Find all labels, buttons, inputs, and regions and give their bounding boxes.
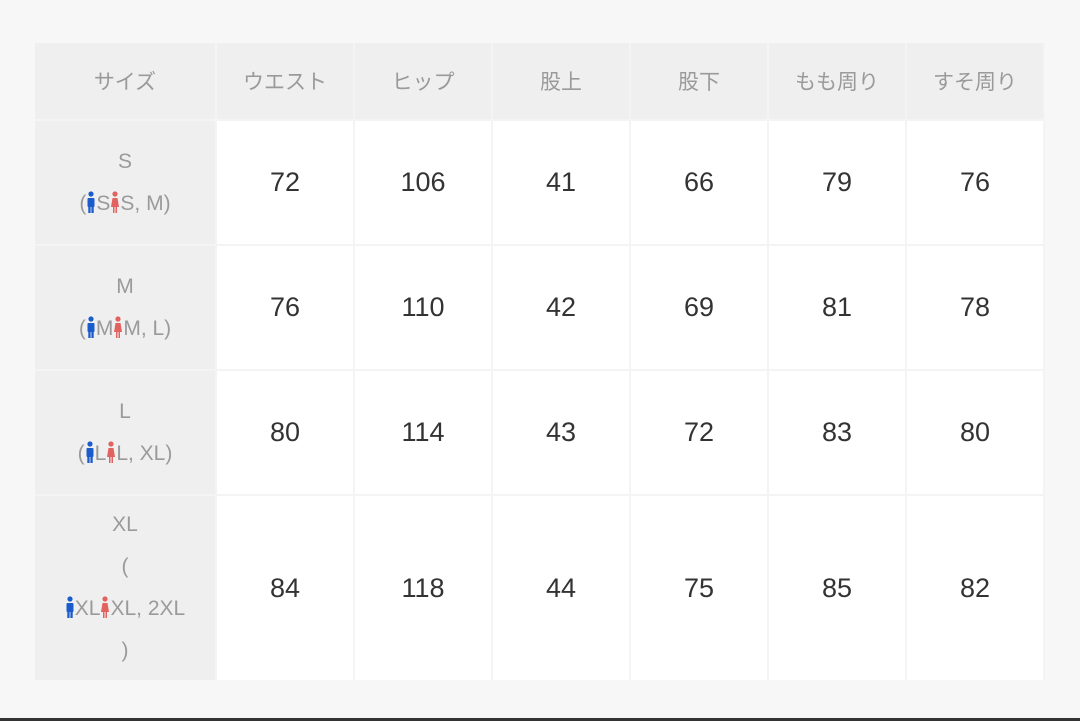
header-cell: サイズ xyxy=(35,43,215,119)
value-cell: 72 xyxy=(631,371,767,494)
men-size: XL xyxy=(74,597,101,620)
man-icon xyxy=(66,596,74,618)
paren-close: ) xyxy=(121,639,129,662)
women-size: S, M xyxy=(120,191,164,215)
size-label: XL xyxy=(112,513,138,536)
women-size: L, XL xyxy=(116,441,166,465)
men-size: L xyxy=(94,441,107,465)
header-cell: ヒップ xyxy=(355,43,491,119)
paren-close: ) xyxy=(164,316,172,340)
size-equivalents: ( L L, XL) xyxy=(77,433,173,475)
woman-icon xyxy=(111,190,120,213)
paren-close: ) xyxy=(163,191,171,215)
women-size: M, L xyxy=(123,316,165,340)
men-size: S xyxy=(96,191,111,215)
value-cell: 106 xyxy=(355,121,491,244)
size-equivalents: XL XL, 2XL xyxy=(65,588,185,630)
value-cell: 118 xyxy=(355,496,491,680)
woman-icon xyxy=(114,315,123,338)
size-cell: S ( S S, M) xyxy=(35,121,215,244)
value-cell: 72 xyxy=(217,121,353,244)
header-cell: 股下 xyxy=(631,43,767,119)
header-cell: ウエスト xyxy=(217,43,353,119)
value-cell: 81 xyxy=(769,246,905,369)
women-size: XL, 2XL xyxy=(110,597,186,620)
header-cell: もも周り xyxy=(769,43,905,119)
value-cell: 80 xyxy=(217,371,353,494)
value-cell: 75 xyxy=(631,496,767,680)
value-cell: 43 xyxy=(493,371,629,494)
value-cell: 76 xyxy=(907,121,1043,244)
man-icon xyxy=(87,190,95,213)
size-equivalents: ( S S, M) xyxy=(79,183,171,225)
value-cell: 83 xyxy=(769,371,905,494)
value-cell: 41 xyxy=(493,121,629,244)
value-cell: 84 xyxy=(217,496,353,680)
paren-open: ( xyxy=(79,191,87,215)
value-cell: 69 xyxy=(631,246,767,369)
paren-close: ) xyxy=(165,441,173,465)
woman-icon xyxy=(107,440,116,463)
size-cell: XL ( XL XL, 2XL) xyxy=(35,496,215,680)
size-label: M xyxy=(116,274,134,298)
paren-open: ( xyxy=(121,555,129,578)
size-cell: M ( M M, L) xyxy=(35,246,215,369)
bottom-bar xyxy=(0,718,1080,721)
size-label: L xyxy=(119,399,131,423)
value-cell: 76 xyxy=(217,246,353,369)
man-icon xyxy=(87,315,95,338)
header-cell: すそ周り xyxy=(907,43,1043,119)
men-size: M xyxy=(95,316,114,340)
value-cell: 78 xyxy=(907,246,1043,369)
size-equivalents: ( M M, L) xyxy=(79,308,171,350)
header-cell: 股上 xyxy=(493,43,629,119)
woman-icon xyxy=(101,596,110,618)
size-label: S xyxy=(117,149,132,173)
value-cell: 80 xyxy=(907,371,1043,494)
size-chart-table: サイズ ウエスト ヒップ 股上 股下 もも周り すそ周り S(S S, M) 72 106 41 66 7… xyxy=(35,43,1045,680)
value-cell: 85 xyxy=(769,496,905,680)
value-cell: 66 xyxy=(631,121,767,244)
paren-open: ( xyxy=(78,316,86,340)
value-cell: 114 xyxy=(355,371,491,494)
size-cell: L ( L L, XL) xyxy=(35,371,215,494)
paren-open: ( xyxy=(77,441,85,465)
value-cell: 110 xyxy=(355,246,491,369)
value-cell: 82 xyxy=(907,496,1043,680)
value-cell: 79 xyxy=(769,121,905,244)
man-icon xyxy=(86,440,94,463)
value-cell: 44 xyxy=(493,496,629,680)
value-cell: 42 xyxy=(493,246,629,369)
